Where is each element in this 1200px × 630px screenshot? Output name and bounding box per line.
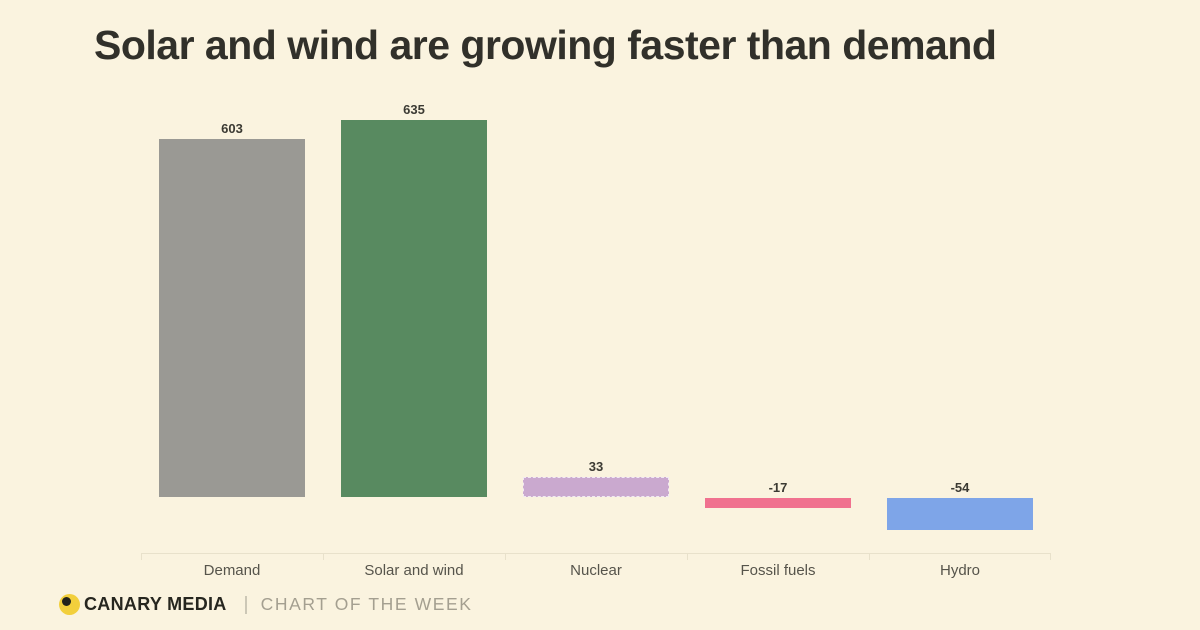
series-label: CHART OF THE WEEK — [260, 594, 473, 614]
category-label-hydro: Hydro — [939, 562, 980, 579]
x-axis-tick — [505, 553, 506, 560]
category-label-fossil-fuels: Fossil fuels — [740, 562, 816, 579]
value-label-nuclear: 33 — [588, 459, 604, 474]
x-axis-line — [141, 553, 1051, 554]
bar-hydro — [887, 498, 1033, 530]
category-label-solar-and-wind: Solar and wind — [364, 562, 464, 579]
bar-fossil-fuels — [705, 498, 851, 508]
x-axis-tick — [687, 553, 688, 560]
brand-name: CANARY MEDIA — [84, 594, 227, 614]
plot-area: 603 Demand 635 Solar and wind 33 Nuclear -17 Fo… — [141, 100, 1051, 590]
x-axis-tick — [869, 553, 870, 560]
category-label-demand: Demand — [203, 562, 261, 579]
x-axis-tick — [141, 553, 142, 560]
x-axis-tick — [323, 553, 324, 560]
x-axis-tick — [1050, 553, 1051, 560]
value-label-demand: 603 — [221, 121, 243, 136]
canary-media-logo-icon — [59, 594, 80, 615]
footer: CANARY MEDIA CHART OF THE WEEK — [59, 594, 473, 615]
bar-nuclear — [523, 477, 669, 497]
category-label-nuclear: Nuclear — [570, 562, 622, 579]
canary-eye-dot — [62, 597, 71, 606]
chart-title: Solar and wind are growing faster than d… — [94, 22, 997, 68]
footer-divider — [244, 595, 247, 614]
value-label-solar-and-wind: 635 — [403, 102, 425, 117]
bar-solar-and-wind — [341, 120, 487, 497]
value-label-hydro: -54 — [950, 480, 970, 495]
bar-demand — [159, 139, 305, 497]
value-label-fossil-fuels: -17 — [768, 480, 788, 495]
